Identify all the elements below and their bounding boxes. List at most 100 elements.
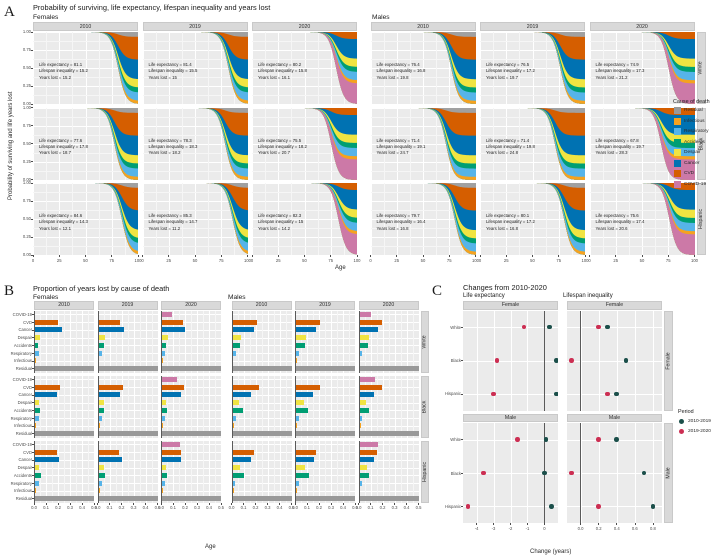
panel-b-sex-label-males: Males: [228, 294, 246, 301]
panel-a-curve: [33, 32, 138, 104]
panel-c-y-tick-male-black: Black: [450, 470, 461, 476]
panel-a-legend-key-cancer[interactable]: [674, 159, 681, 167]
panel-c-point-life-expectancy-female-black-2019-2020[interactable]: [494, 358, 500, 363]
panel-c-legend-dot-2010-2019[interactable]: [679, 419, 684, 424]
panel-a-y-tick-white-1.00: 1.00: [22, 29, 31, 35]
panel-a-y-tick-mark: [31, 200, 33, 202]
panel-b-y-tick-covid-19: COVID-19: [12, 376, 32, 382]
panel-b-y-tick-residual: Residual: [15, 431, 32, 437]
panel-a-gridline-v-minor: [628, 183, 630, 255]
panel-b-zero-line: [34, 375, 35, 438]
panel-a-legend-key-respiratory[interactable]: [674, 128, 681, 135]
panel-c-point-lifespan-inequality-female-hispanic-2019-2020[interactable]: [605, 391, 610, 397]
panel-c-point-life-expectancy-male-hispanic-2010-2019[interactable]: [548, 504, 554, 509]
panel-b-y-tick-mark: [32, 329, 34, 331]
panel-a-gridline-v: [480, 107, 481, 180]
panel-b-bar-despair: [358, 465, 367, 471]
panel-a-annot-lifespan-inequality: Lifespan inequality = 18.3: [148, 143, 198, 149]
panel-c-point-lifespan-inequality-male-black-2019-2020[interactable]: [569, 470, 574, 476]
panel-a-legend-key-accidents[interactable]: [674, 138, 681, 146]
panel-a-x-tick-mark: [505, 255, 507, 257]
panel-b-gridline-v: [331, 375, 332, 438]
panel-b-gridline-v: [267, 375, 268, 438]
panel-b-bar-accidents: [358, 342, 368, 348]
panel-a-gridline-h-minor: [252, 59, 357, 60]
panel-b-gridline-v: [209, 310, 210, 373]
panel-a-legend-key-cvd[interactable]: [674, 170, 681, 177]
panel-c-point-life-expectancy-female-hispanic-2019-2020[interactable]: [491, 391, 496, 397]
panel-a-x-tick-25: 25: [275, 257, 281, 263]
panel-b-y-tick-accidents: Accidents: [13, 472, 32, 478]
panel-a-legend-key-residual[interactable]: [674, 107, 681, 114]
panel-c-point-life-expectancy-male-black-2019-2020[interactable]: [481, 470, 486, 476]
panel-a-x-tick-25: 25: [394, 257, 400, 263]
panel-a-gridline-v: [85, 183, 86, 255]
panel-c-point-lifespan-inequality-male-hispanic-2019-2020[interactable]: [596, 504, 601, 509]
panel-b-bar-residual: [295, 496, 355, 502]
panel-c-point-lifespan-inequality-male-white-2010-2019[interactable]: [614, 437, 620, 442]
panel-a-y-tick-mark: [31, 49, 33, 51]
panel-a-annot-years-lost: Years lost = 19.8: [376, 74, 409, 80]
panel-c-x-tick-life-expectancy--4: -4: [474, 525, 479, 531]
panel-c-point-lifespan-inequality-female-white-2010-2019[interactable]: [605, 324, 610, 330]
panel-b-gridline-v-minor: [40, 375, 41, 438]
panel-a-gridline-h-minor: [480, 95, 585, 96]
panel-b-y-tick-respiratory: Respiratory: [10, 480, 32, 486]
panel-a-curve: [33, 107, 138, 180]
panel-b-gridline-v-minor: [349, 310, 350, 373]
panel-b-cell-females-hispanic-2019: [97, 440, 158, 503]
panel-b-bar-infectious: [161, 423, 164, 429]
panel-c-point-life-expectancy-male-hispanic-2019-2020[interactable]: [465, 504, 471, 509]
panel-b-gridline-v: [343, 440, 344, 503]
panel-b-bar-cvd: [358, 449, 378, 455]
panel-b-bar-cvd: [295, 449, 316, 455]
panel-a-gridline-v-minor: [265, 32, 266, 104]
panel-b-bar-infectious: [161, 358, 163, 364]
panel-b-x-tick-mark: [109, 502, 110, 505]
panel-c-point-lifespan-inequality-male-hispanic-2010-2019[interactable]: [650, 504, 656, 509]
panel-a-annotation: Life expectancy = 77.6 Lifespan inequalit…: [39, 138, 88, 157]
panel-c-x-tick-mark: [580, 523, 581, 525]
panel-b-y-tick-mark: [32, 425, 34, 427]
panel-a-x-tick-mark: [251, 255, 253, 257]
panel-b-bar-despair: [34, 465, 40, 471]
panel-c-point-lifespan-inequality-female-white-2019-2020[interactable]: [596, 324, 601, 330]
panel-c-point-lifespan-inequality-female-black-2010-2019[interactable]: [623, 358, 629, 363]
panel-a-x-tick-mark: [277, 255, 279, 257]
panel-a-legend-key-covid-19[interactable]: [674, 180, 681, 188]
panel-a-gridline-h-minor: [370, 77, 476, 78]
panel-b-bar-despair: [358, 335, 370, 341]
panel-a-gridline-h-minor: [252, 246, 357, 247]
panel-b-gridline-v: [197, 440, 198, 503]
panel-c-point-life-expectancy-female-white-2010-2019[interactable]: [547, 324, 552, 330]
panel-a-x-tick-100: 100: [134, 257, 142, 263]
panel-c-point-lifespan-inequality-male-black-2010-2019[interactable]: [641, 470, 647, 476]
panel-a-gridline-h-minor: [33, 228, 138, 229]
panel-b-gridline-v-minor: [88, 375, 89, 438]
panel-b-gridline-v-minor: [127, 310, 128, 373]
panel-b-strip-year-females-2019: 2019: [97, 301, 158, 310]
panel-a-cell-males-hispanic-2010: Life expectancy = 79.7 Lifespan inequalit…: [370, 183, 476, 255]
panel-c-point-life-expectancy-male-white-2019-2020[interactable]: [514, 437, 520, 442]
panel-c-point-lifespan-inequality-female-black-2019-2020[interactable]: [569, 358, 574, 363]
panel-c-point-life-expectancy-male-white-2010-2019[interactable]: [543, 437, 549, 442]
panel-c-point-life-expectancy-female-black-2010-2019[interactable]: [554, 358, 558, 363]
panel-c-point-life-expectancy-male-black-2010-2019[interactable]: [542, 470, 547, 476]
panel-b-strip-year-females-2020: 2020: [161, 301, 221, 310]
panel-a-legend-key-despair[interactable]: [674, 149, 681, 156]
panel-c-point-lifespan-inequality-female-hispanic-2010-2019[interactable]: [614, 391, 620, 397]
panel-c-legend-dot-2019-2020[interactable]: [679, 429, 684, 434]
panel-c-point-life-expectancy-female-hispanic-2010-2019[interactable]: [554, 391, 558, 397]
panel-b-bar-cancer: [295, 327, 316, 333]
panel-c-point-lifespan-inequality-male-white-2019-2020[interactable]: [596, 437, 601, 442]
panel-c-point-life-expectancy-female-white-2019-2020[interactable]: [521, 324, 527, 330]
panel-b-gridline-v-minor: [400, 375, 401, 438]
panel-c-gridline-h: [567, 473, 662, 474]
panel-b-bar-respiratory: [161, 480, 165, 486]
panel-a-y-tick-hispanic-1.00: 1.00: [22, 180, 31, 186]
panel-a-legend-key-infectious[interactable]: [674, 117, 681, 125]
panel-a-annot-years-lost: Years lost = 18.7: [39, 150, 71, 156]
panel-c-y-tick-female-black: Black: [450, 358, 461, 364]
panel-a-annot-years-lost: Years lost = 24.8: [486, 150, 518, 156]
panel-b-y-tick-mark: [32, 321, 34, 323]
